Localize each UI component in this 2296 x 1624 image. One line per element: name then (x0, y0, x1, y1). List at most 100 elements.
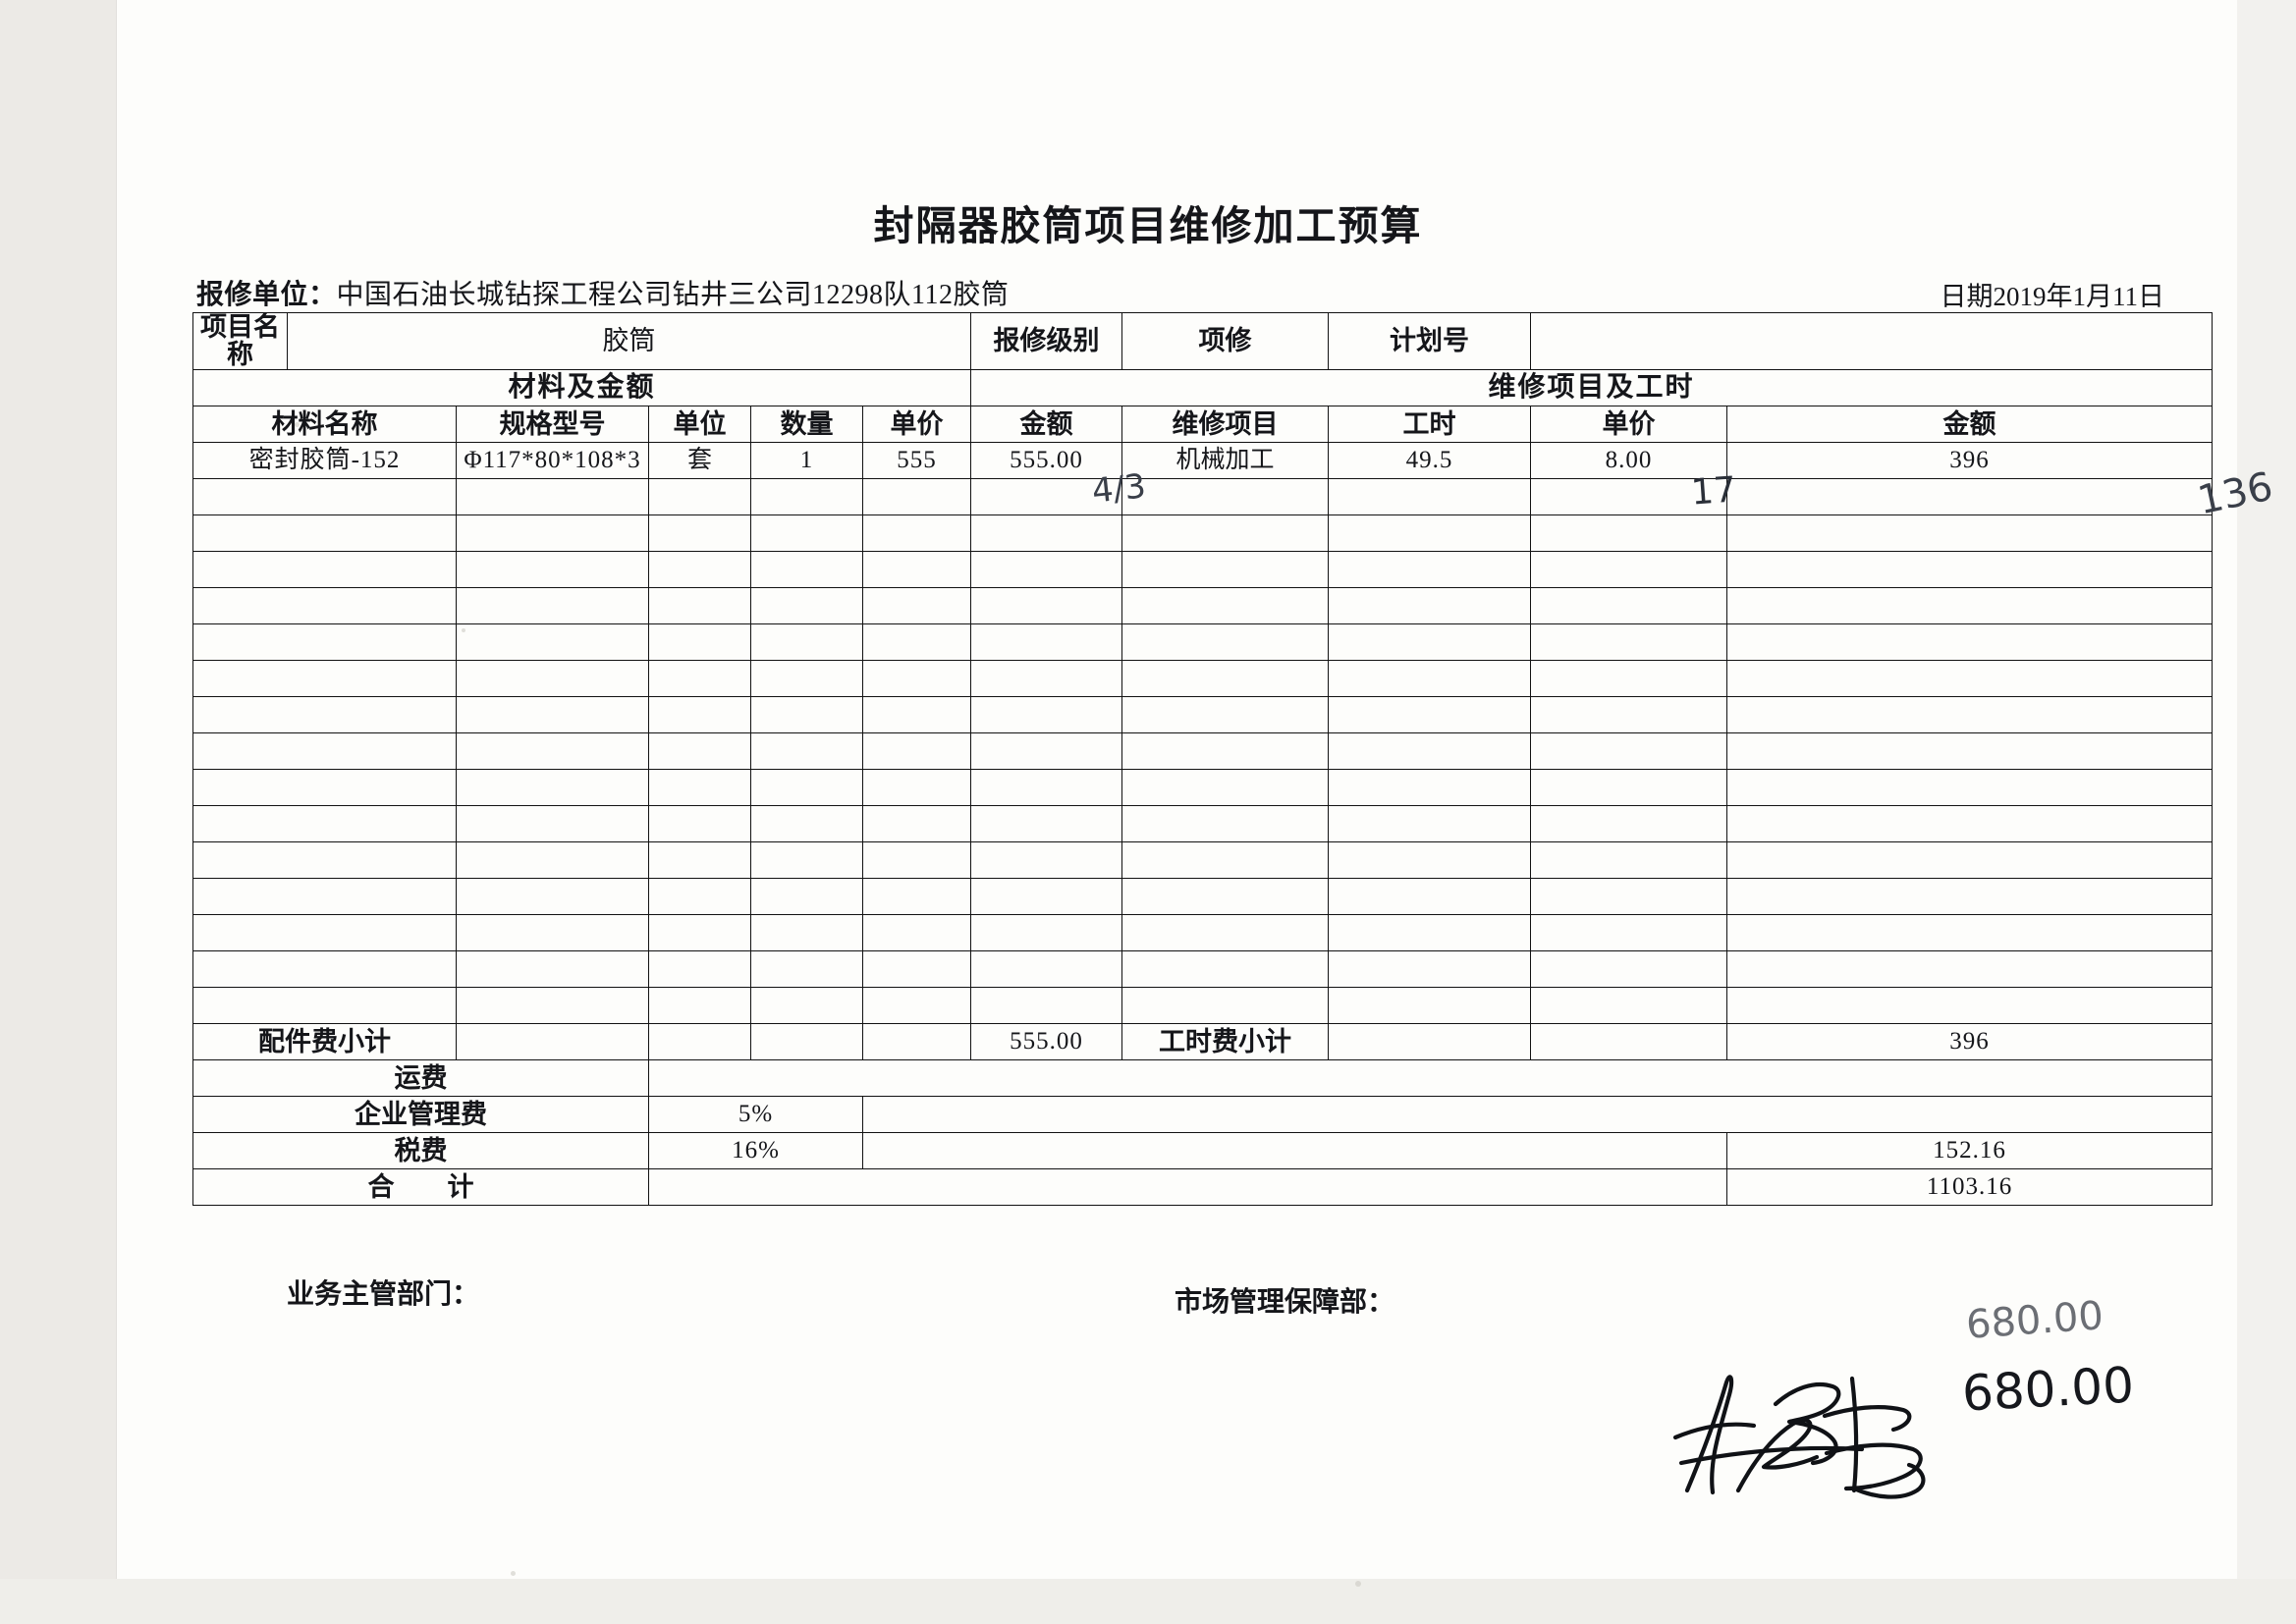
empty-cell-9[interactable] (1726, 477, 2214, 515)
empty-cell-0[interactable] (192, 949, 457, 988)
empty-cell-5[interactable] (970, 804, 1123, 842)
empty-cell-5[interactable] (970, 695, 1123, 733)
cell-hour-price[interactable]: 8.00 (1530, 441, 1728, 479)
empty-cell-4[interactable] (861, 514, 972, 552)
empty-cell-4[interactable] (861, 477, 972, 515)
empty-cell-4[interactable] (861, 840, 972, 879)
empty-cell-3[interactable] (750, 840, 863, 879)
empty-cell-5[interactable] (970, 949, 1123, 988)
empty-cell-9[interactable] (1726, 877, 2214, 915)
empty-cell-3[interactable] (750, 586, 863, 624)
empty-cell-1[interactable] (456, 514, 649, 552)
management-fee-value[interactable] (861, 1095, 2214, 1133)
empty-cell-1[interactable] (456, 768, 649, 806)
empty-cell-0[interactable] (192, 913, 457, 951)
empty-cell-6[interactable] (1121, 659, 1330, 697)
empty-cell-0[interactable] (192, 804, 457, 842)
empty-cell-9[interactable] (1726, 840, 2214, 879)
empty-cell-3[interactable] (750, 986, 863, 1024)
cell-hour-amount[interactable]: 396 (1726, 441, 2214, 479)
empty-cell-7[interactable] (1328, 695, 1532, 733)
empty-cell-1[interactable] (456, 477, 649, 515)
empty-cell-0[interactable] (192, 550, 457, 588)
empty-cell-7[interactable] (1328, 986, 1532, 1024)
empty-cell-3[interactable] (750, 623, 863, 661)
empty-cell-3[interactable] (750, 514, 863, 552)
empty-cell-0[interactable] (192, 477, 457, 515)
empty-cell-6[interactable] (1121, 623, 1330, 661)
empty-cell-0[interactable] (192, 586, 457, 624)
empty-cell-2[interactable] (648, 695, 751, 733)
empty-cell-2[interactable] (648, 804, 751, 842)
cell-spec-model[interactable]: Φ117*80*108*3 (456, 441, 649, 479)
plan-number-value[interactable] (1530, 312, 2214, 370)
empty-cell-8[interactable] (1530, 695, 1728, 733)
empty-cell-8[interactable] (1530, 913, 1728, 951)
empty-cell-2[interactable] (648, 477, 751, 515)
empty-cell-1[interactable] (456, 586, 649, 624)
empty-cell-9[interactable] (1726, 804, 2214, 842)
empty-cell-1[interactable] (456, 731, 649, 770)
empty-cell-1[interactable] (456, 949, 649, 988)
empty-cell-7[interactable] (1328, 949, 1532, 988)
empty-cell-9[interactable] (1726, 623, 2214, 661)
cell-amount[interactable]: 555.00 (970, 441, 1123, 479)
empty-cell-0[interactable] (192, 986, 457, 1024)
empty-cell-7[interactable] (1328, 586, 1532, 624)
management-fee-rate[interactable]: 5% (648, 1095, 863, 1133)
empty-cell-4[interactable] (861, 949, 972, 988)
cell-material-name[interactable]: 密封胶筒-152 (192, 441, 457, 479)
empty-cell-8[interactable] (1530, 586, 1728, 624)
empty-cell-2[interactable] (648, 659, 751, 697)
empty-cell-2[interactable] (648, 514, 751, 552)
empty-cell-8[interactable] (1530, 550, 1728, 588)
empty-cell-6[interactable] (1121, 477, 1330, 515)
empty-cell-6[interactable] (1121, 840, 1330, 879)
parts-subtotal-value[interactable]: 555.00 (970, 1022, 1123, 1060)
empty-cell-5[interactable] (970, 659, 1123, 697)
empty-cell-6[interactable] (1121, 986, 1330, 1024)
empty-cell-0[interactable] (192, 514, 457, 552)
empty-cell-7[interactable] (1328, 659, 1532, 697)
empty-cell-5[interactable] (970, 477, 1123, 515)
empty-cell-7[interactable] (1328, 840, 1532, 879)
empty-cell-4[interactable] (861, 550, 972, 588)
empty-cell-9[interactable] (1726, 514, 2214, 552)
empty-cell-6[interactable] (1121, 731, 1330, 770)
empty-cell-8[interactable] (1530, 840, 1728, 879)
empty-cell-9[interactable] (1726, 731, 2214, 770)
empty-cell-9[interactable] (1726, 550, 2214, 588)
grand-total-value[interactable]: 1103.16 (1726, 1167, 2214, 1206)
empty-cell-3[interactable] (750, 768, 863, 806)
empty-cell-2[interactable] (648, 949, 751, 988)
cell-quantity[interactable]: 1 (750, 441, 863, 479)
cell-unit[interactable]: 套 (648, 441, 751, 479)
empty-cell-3[interactable] (750, 877, 863, 915)
tax-value[interactable]: 152.16 (1726, 1131, 2214, 1169)
empty-cell-3[interactable] (750, 550, 863, 588)
empty-cell-1[interactable] (456, 623, 649, 661)
empty-cell-7[interactable] (1328, 550, 1532, 588)
repair-level-value[interactable]: 项修 (1121, 312, 1330, 370)
empty-cell-2[interactable] (648, 913, 751, 951)
empty-cell-6[interactable] (1121, 695, 1330, 733)
empty-cell-4[interactable] (861, 731, 972, 770)
project-name-value[interactable]: 胶筒 (286, 312, 972, 370)
empty-cell-7[interactable] (1328, 877, 1532, 915)
empty-cell-7[interactable] (1328, 913, 1532, 951)
empty-cell-0[interactable] (192, 659, 457, 697)
empty-cell-9[interactable] (1726, 768, 2214, 806)
empty-cell-5[interactable] (970, 550, 1123, 588)
empty-cell-2[interactable] (648, 840, 751, 879)
empty-cell-4[interactable] (861, 768, 972, 806)
empty-cell-9[interactable] (1726, 949, 2214, 988)
empty-cell-1[interactable] (456, 695, 649, 733)
cell-repair-item[interactable]: 机械加工 (1121, 441, 1330, 479)
empty-cell-6[interactable] (1121, 768, 1330, 806)
empty-cell-8[interactable] (1530, 659, 1728, 697)
empty-cell-1[interactable] (456, 550, 649, 588)
empty-cell-8[interactable] (1530, 877, 1728, 915)
cell-unit-price[interactable]: 555 (861, 441, 972, 479)
empty-cell-1[interactable] (456, 840, 649, 879)
empty-cell-8[interactable] (1530, 804, 1728, 842)
